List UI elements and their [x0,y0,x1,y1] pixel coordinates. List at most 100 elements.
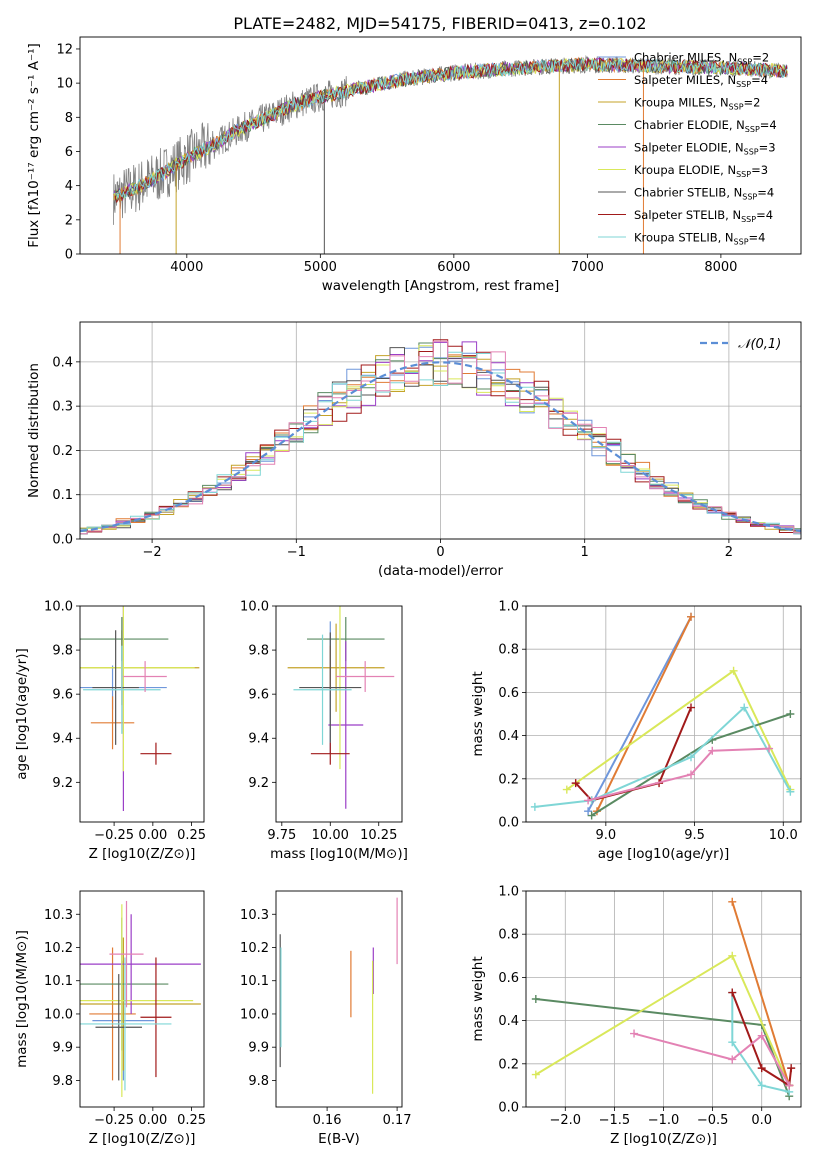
y-tick-label: 10 [56,77,73,92]
y-tick-label: 9.6 [52,688,73,703]
y-tick-label: 0.1 [52,488,73,503]
histogram-step-line [80,340,801,535]
y-tick-label: 0.8 [498,643,519,658]
x-tick-label: 0.16 [313,1113,342,1128]
y-tick-label: 10.0 [240,1007,269,1022]
weight-point-marker [728,897,737,906]
axes-frame [79,890,205,1108]
errorbar-series [80,606,200,811]
weight-point-marker [687,612,695,621]
x-tick-label: −0.5 [697,1113,729,1128]
legend-label: Salpeter ELODIE, NSSP=3 [634,141,776,157]
weight-point-marker [729,666,738,675]
weight-point-marker [687,770,695,779]
chart-layer: 4000 5000 6000 7000 8000024681012wavelength … [14,36,802,1147]
y-axis-label: Normed distribution [26,363,42,498]
axes-weight-age: 9.0 9.5 10.0 0.0 0.2 0.4 0.6 0.8 1.0 age [log10(a… [470,600,802,862]
x-tick-label: 9.75 [267,828,296,843]
weight-point-marker [765,744,774,753]
x-tick-label: 0.00 [138,1113,167,1128]
axes-frame [275,605,403,823]
y-tick-label: 12 [56,42,73,57]
weight-point-marker [571,779,580,788]
x-axis-label: Z [log10(Z/Z⊙)] [89,1131,196,1147]
weight-point-marker [584,796,593,805]
y-tick-label: 9.4 [52,732,73,747]
weight-point-marker [687,753,695,762]
weight-point-marker [531,995,540,1003]
x-axis-label: Z [log10(Z/Z⊙)] [89,846,196,862]
y-tick-label: 10.3 [44,908,73,923]
y-tick-label: 0 [65,248,73,263]
legend-label: Kroupa MILES, NSSP=2 [634,96,760,112]
x-tick-label: 1 [581,545,589,560]
x-tick-label: −0.25 [94,828,134,843]
axes-frame [79,605,205,823]
y-tick-label: 6 [65,145,73,160]
y-tick-label: 0.3 [52,400,73,415]
y-axis-label: mass weight [470,671,486,756]
axes-frame [525,890,802,1108]
y-tick-label: 9.6 [248,688,269,703]
model-spectrum-line [114,57,788,204]
y-axis-label: Flux [fλ10⁻¹⁷ erg cm⁻² s⁻¹ A⁻¹] [26,43,42,248]
weight-point-marker [728,988,737,997]
x-tick-label: 4000 [170,260,203,275]
weight-point-marker [787,1064,796,1073]
errorbar-series [80,900,201,1098]
axes-frame [525,605,802,823]
x-tick-label: 7000 [571,260,604,275]
weight-point-marker [630,1029,639,1038]
x-tick-label: 10.00 [312,828,349,843]
y-tick-label: 0.2 [52,444,73,459]
y-tick-label: 9.2 [52,776,73,791]
weight-point-marker [740,703,749,712]
x-axis-label: Z [log10(Z/Z⊙)] [610,1131,717,1147]
x-tick-label: 0.25 [177,828,206,843]
y-tick-label: 10.0 [44,600,73,615]
x-tick-label: 0.0 [751,1113,772,1128]
y-tick-label: 9.4 [248,732,269,747]
axes-frame [79,36,802,255]
x-tick-label: 0.00 [138,828,167,843]
legend-label: Chabrier ELODIE, NSSP=4 [634,118,777,134]
spectrum-legend: Chabrier MILES, NSSP=2 Salpeter MILES, NS… [598,51,777,247]
y-tick-label: 10.1 [44,974,73,989]
axes-frame [79,321,802,540]
axes-residuals: −2 −1 0 1 2 0.0 0.1 0.2 0.3 0.4 (data-model)/error… [26,321,802,579]
y-tick-label: 1.0 [498,600,519,615]
weight-point-marker [728,1055,737,1064]
y-tick-label: 10.1 [240,974,269,989]
weight-series [530,612,795,820]
histogram-series [80,339,801,535]
weight-series [531,897,796,1101]
y-tick-label: 9.8 [248,644,269,659]
weight-point-marker [708,746,717,755]
legend-label: 𝒩(0,1) [738,337,781,352]
y-tick-label: 9.9 [248,1041,269,1056]
x-tick-label: 0.17 [383,1113,412,1128]
axes-frame [275,890,403,1108]
y-tick-label: 2 [65,213,73,228]
y-tick-label: 8 [65,111,73,126]
y-tick-label: 0.0 [498,1101,519,1116]
y-tick-label: 10.0 [44,1007,73,1022]
weight-point-marker [757,1064,766,1073]
x-tick-label: 0 [436,545,444,560]
axes-age-Z: −0.25 0.00 0.25 9.2 9.4 9.6 9.8 10.0 Z [log10(Z/… [14,600,206,863]
x-tick-label: 8000 [704,260,737,275]
x-axis-label: E(B-V) [318,1131,360,1147]
legend-label: Salpeter MILES, NSSP=4 [634,73,768,89]
weight-line [587,747,770,802]
weight-point-marker [687,703,695,712]
weight-line [731,992,790,1093]
weight-point-marker [786,710,795,718]
weight-point-marker [531,1070,540,1079]
weight-point-marker [584,807,593,816]
y-tick-label: 0.4 [498,1014,519,1029]
y-tick-label: 0.2 [498,772,519,787]
x-tick-label: −1.5 [599,1113,631,1128]
y-tick-label: 0.6 [498,971,519,986]
gaussian-curve [80,361,801,533]
legend-label: Salpeter STELIB, NSSP=4 [634,208,773,224]
